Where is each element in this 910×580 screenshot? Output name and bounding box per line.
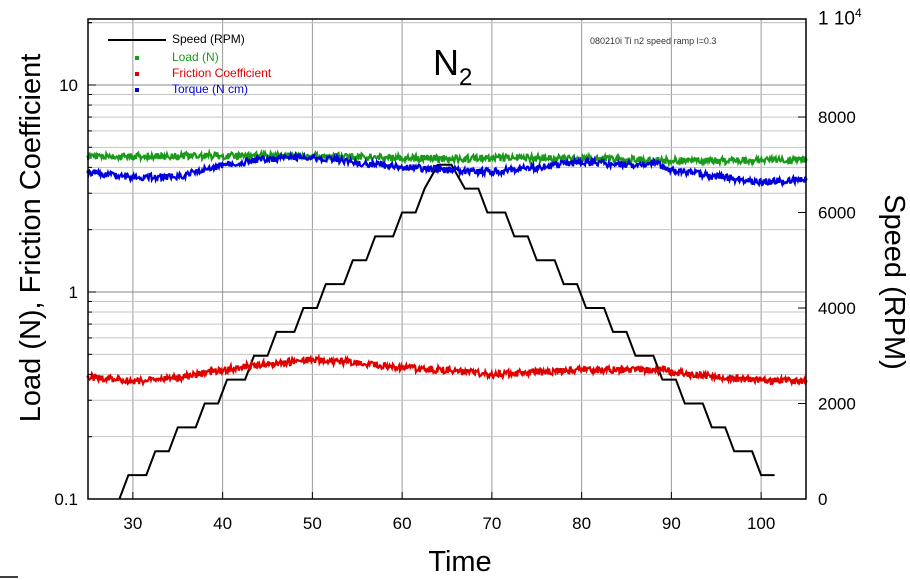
y-axis-right-label: Speed (RPM) <box>878 194 910 370</box>
data-point <box>580 160 584 164</box>
series-speed-rpm- <box>118 163 775 500</box>
data-point <box>445 157 449 161</box>
legend-item-speed: Speed (RPM) <box>108 32 245 46</box>
data-point <box>400 165 404 169</box>
chart-annotation: 080210i Ti n2 speed ramp l=0.3 <box>590 36 717 46</box>
speed-line <box>118 163 775 500</box>
data-point <box>131 175 135 179</box>
x-tick-label: 50 <box>303 514 322 533</box>
chart-title-subscript: 2 <box>459 64 473 91</box>
data-point <box>535 370 539 374</box>
legend-label-torque: Torque (N cm) <box>172 82 249 96</box>
y-right-tick-label: 0 <box>818 490 827 509</box>
y-left-tick-label: 1 <box>69 283 78 302</box>
data-point <box>355 161 359 165</box>
y-left-tick-label: 10 <box>59 76 78 95</box>
y-right-tick-label: 8000 <box>818 108 856 127</box>
legend-label-friction: Friction Coefficient <box>172 66 272 80</box>
y-left-tick-label: 0.1 <box>54 490 78 509</box>
legend-item-torque: Torque (N cm) <box>108 82 248 96</box>
data-point <box>221 368 225 372</box>
data-point <box>535 165 539 169</box>
x-tick-label: 40 <box>213 514 232 533</box>
data-point <box>355 155 359 159</box>
trace-line <box>87 353 808 388</box>
right-axis-exponent-power: 4 <box>854 6 862 20</box>
data-point <box>176 175 180 179</box>
data-point <box>625 163 628 167</box>
data-point <box>759 378 763 382</box>
data-point <box>580 368 584 372</box>
series-layer <box>86 148 808 500</box>
legend-label-load: Load (N) <box>172 50 219 64</box>
data-point <box>625 158 628 162</box>
series-load-n- <box>86 148 808 168</box>
legend-swatch-friction <box>135 71 139 76</box>
data-point <box>131 379 135 383</box>
y-right-tick-label: 6000 <box>818 204 856 223</box>
data-point <box>176 376 180 380</box>
legend-swatch-speed <box>108 38 166 41</box>
data-point <box>660 368 664 372</box>
grid <box>88 19 806 500</box>
y-axis-left-label: Load (N), Friction Coefficient <box>15 53 47 423</box>
legend-item-friction: Friction Coefficient <box>108 66 271 80</box>
y-right-tick-label: 4000 <box>818 299 856 318</box>
data-point <box>714 375 718 379</box>
data-point <box>490 372 494 376</box>
legend-label-speed: Speed (RPM) <box>172 32 245 46</box>
x-tick-label: 100 <box>747 514 775 533</box>
plot-frame <box>87 18 807 500</box>
data-point <box>669 168 673 172</box>
x-tick-label: 70 <box>482 514 501 533</box>
series-friction-coefficient <box>86 353 808 388</box>
data-point <box>445 168 449 172</box>
chart-title-main: N <box>433 42 459 83</box>
trace-line <box>86 150 807 189</box>
legend-item-load: Load (N) <box>108 50 219 64</box>
legend-swatch-torque <box>135 87 139 92</box>
data-point <box>490 170 494 174</box>
data-point <box>535 156 539 160</box>
data-point <box>221 163 225 167</box>
data-point <box>310 358 314 362</box>
data-point <box>355 361 359 365</box>
data-point <box>759 180 763 184</box>
right-axis-exponent: 1 104 <box>818 6 862 30</box>
chart-title: N2 <box>433 42 472 91</box>
x-axis-label: Time <box>428 546 492 578</box>
legend-swatch-load <box>135 55 139 60</box>
x-tick-label: 60 <box>393 514 412 533</box>
data-point <box>625 368 628 372</box>
x-tick-label: 30 <box>123 514 142 533</box>
data-point <box>445 368 449 372</box>
data-point <box>266 362 269 366</box>
series-torque-n-cm- <box>86 150 808 189</box>
y-right-tick-label: 2000 <box>818 395 856 414</box>
right-axis-exponent-base: 1 10 <box>818 8 855 30</box>
data-point <box>176 154 180 158</box>
data-point <box>687 372 691 376</box>
x-tick-label: 80 <box>572 514 591 533</box>
data-point <box>651 161 655 165</box>
x-tick-label: 90 <box>662 514 681 533</box>
data-point <box>714 159 718 163</box>
data-point <box>714 175 718 179</box>
data-point <box>266 157 269 161</box>
data-point <box>310 155 314 159</box>
data-point <box>400 366 404 370</box>
